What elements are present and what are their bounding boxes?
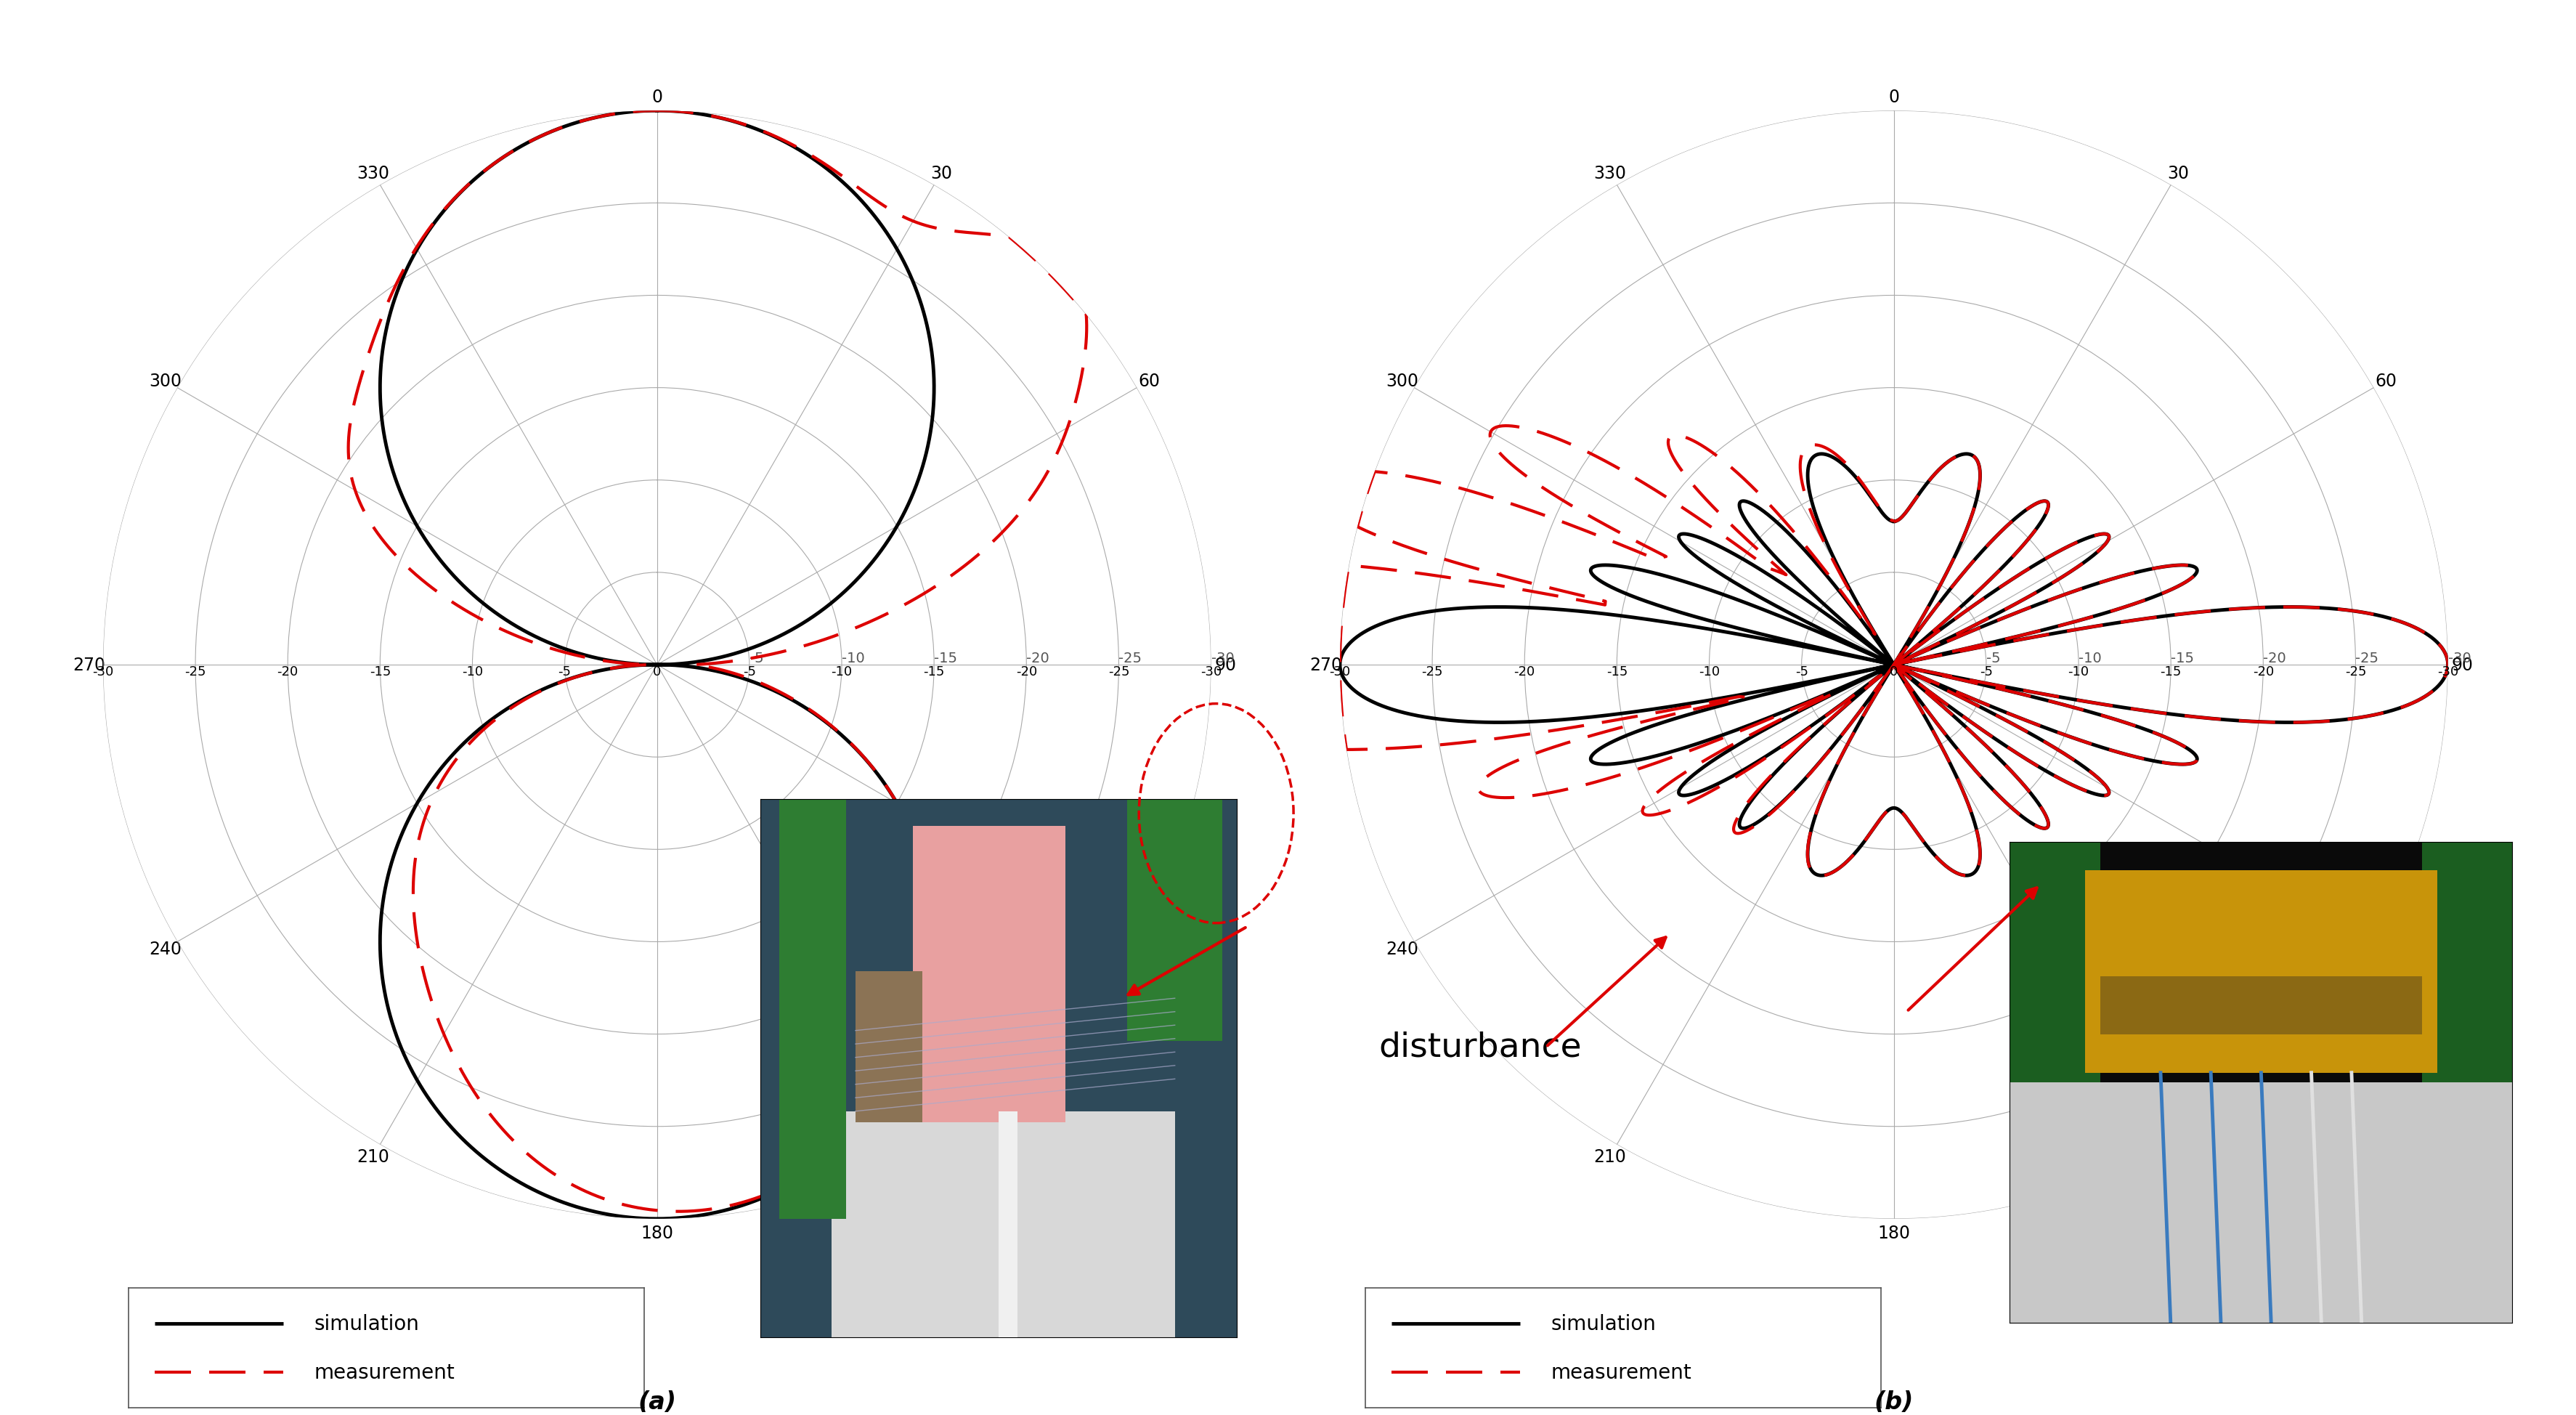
Text: -15: -15 xyxy=(368,665,392,678)
Text: -5: -5 xyxy=(1795,665,1808,678)
Text: -20: -20 xyxy=(1015,665,1036,678)
Text: -15: -15 xyxy=(2159,665,2182,678)
Text: -25: -25 xyxy=(1422,665,1443,678)
Text: -15: -15 xyxy=(922,665,945,678)
Text: 0: 0 xyxy=(652,665,662,678)
Text: -20: -20 xyxy=(2251,665,2272,678)
Text: -25: -25 xyxy=(1108,665,1128,678)
Text: measurement: measurement xyxy=(314,1361,456,1382)
Text: simulation: simulation xyxy=(1551,1313,1656,1334)
Text: -10: -10 xyxy=(461,665,482,678)
Text: -25: -25 xyxy=(2344,665,2365,678)
Bar xyxy=(999,1111,1018,1337)
Text: -5: -5 xyxy=(559,665,572,678)
Text: simulation: simulation xyxy=(314,1313,420,1334)
Text: (a): (a) xyxy=(639,1390,675,1414)
Text: (b): (b) xyxy=(1873,1390,1914,1414)
Text: 0: 0 xyxy=(1888,665,1899,678)
Text: -5: -5 xyxy=(1978,665,1991,678)
Text: -30: -30 xyxy=(1329,665,1350,678)
Text: -15: -15 xyxy=(1605,665,1628,678)
Text: -20: -20 xyxy=(1515,665,1535,678)
Text: -30: -30 xyxy=(93,665,113,678)
Text: measurement: measurement xyxy=(1551,1361,1692,1382)
Text: disturbance: disturbance xyxy=(1378,1030,1582,1064)
Text: -20: -20 xyxy=(278,665,299,678)
Text: -30: -30 xyxy=(1200,665,1221,678)
Text: -10: -10 xyxy=(2069,665,2089,678)
Text: -10: -10 xyxy=(1698,665,1718,678)
Text: -30: -30 xyxy=(2437,665,2458,678)
Text: -25: -25 xyxy=(185,665,206,678)
Text: -5: -5 xyxy=(742,665,755,678)
Text: -10: -10 xyxy=(832,665,853,678)
